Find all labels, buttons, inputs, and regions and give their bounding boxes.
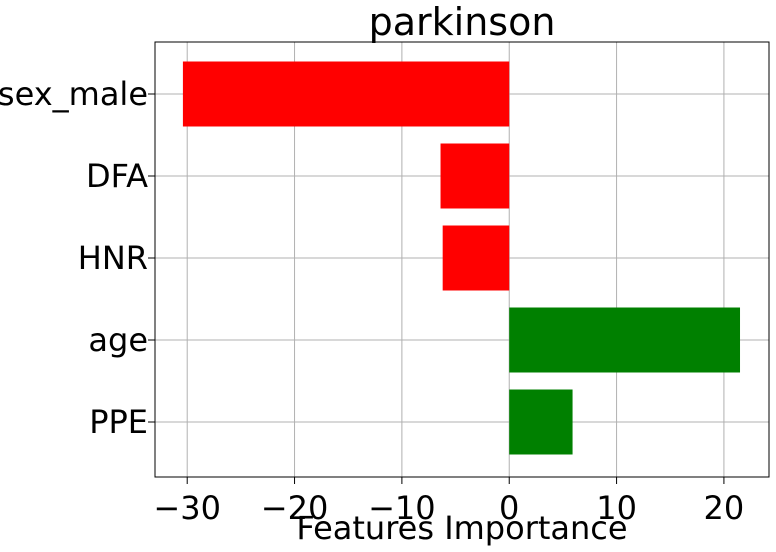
x-tick-label: 0 <box>499 489 519 527</box>
bar-sex-male <box>182 61 510 127</box>
y-tick-label: HNR <box>78 239 148 277</box>
x-tick-label: 20 <box>704 489 745 527</box>
bar-dfa <box>440 143 510 209</box>
x-tick-label: 10 <box>596 489 637 527</box>
x-tick-label: −10 <box>368 489 436 527</box>
plot-frame <box>154 41 770 478</box>
y-tick-label: age <box>88 321 148 359</box>
bars <box>182 61 741 455</box>
x-axis-label: Features Importance <box>296 509 627 547</box>
x-axis-ticks: −30 −20 −10 0 10 20 <box>153 477 744 527</box>
x-tick-label: −20 <box>261 489 329 527</box>
y-tick-label: PPE <box>89 403 148 441</box>
bar-age <box>509 307 741 373</box>
y-tick-label: DFA <box>86 157 148 195</box>
y-axis-ticks: sex_male DFA HNR age PPE <box>0 75 155 441</box>
x-tick-label: −30 <box>153 489 221 527</box>
bar-ppe <box>509 389 573 455</box>
bar-hnr <box>442 225 510 291</box>
chart-title: parkinson <box>369 0 556 44</box>
y-tick-label: sex_male <box>0 75 148 113</box>
